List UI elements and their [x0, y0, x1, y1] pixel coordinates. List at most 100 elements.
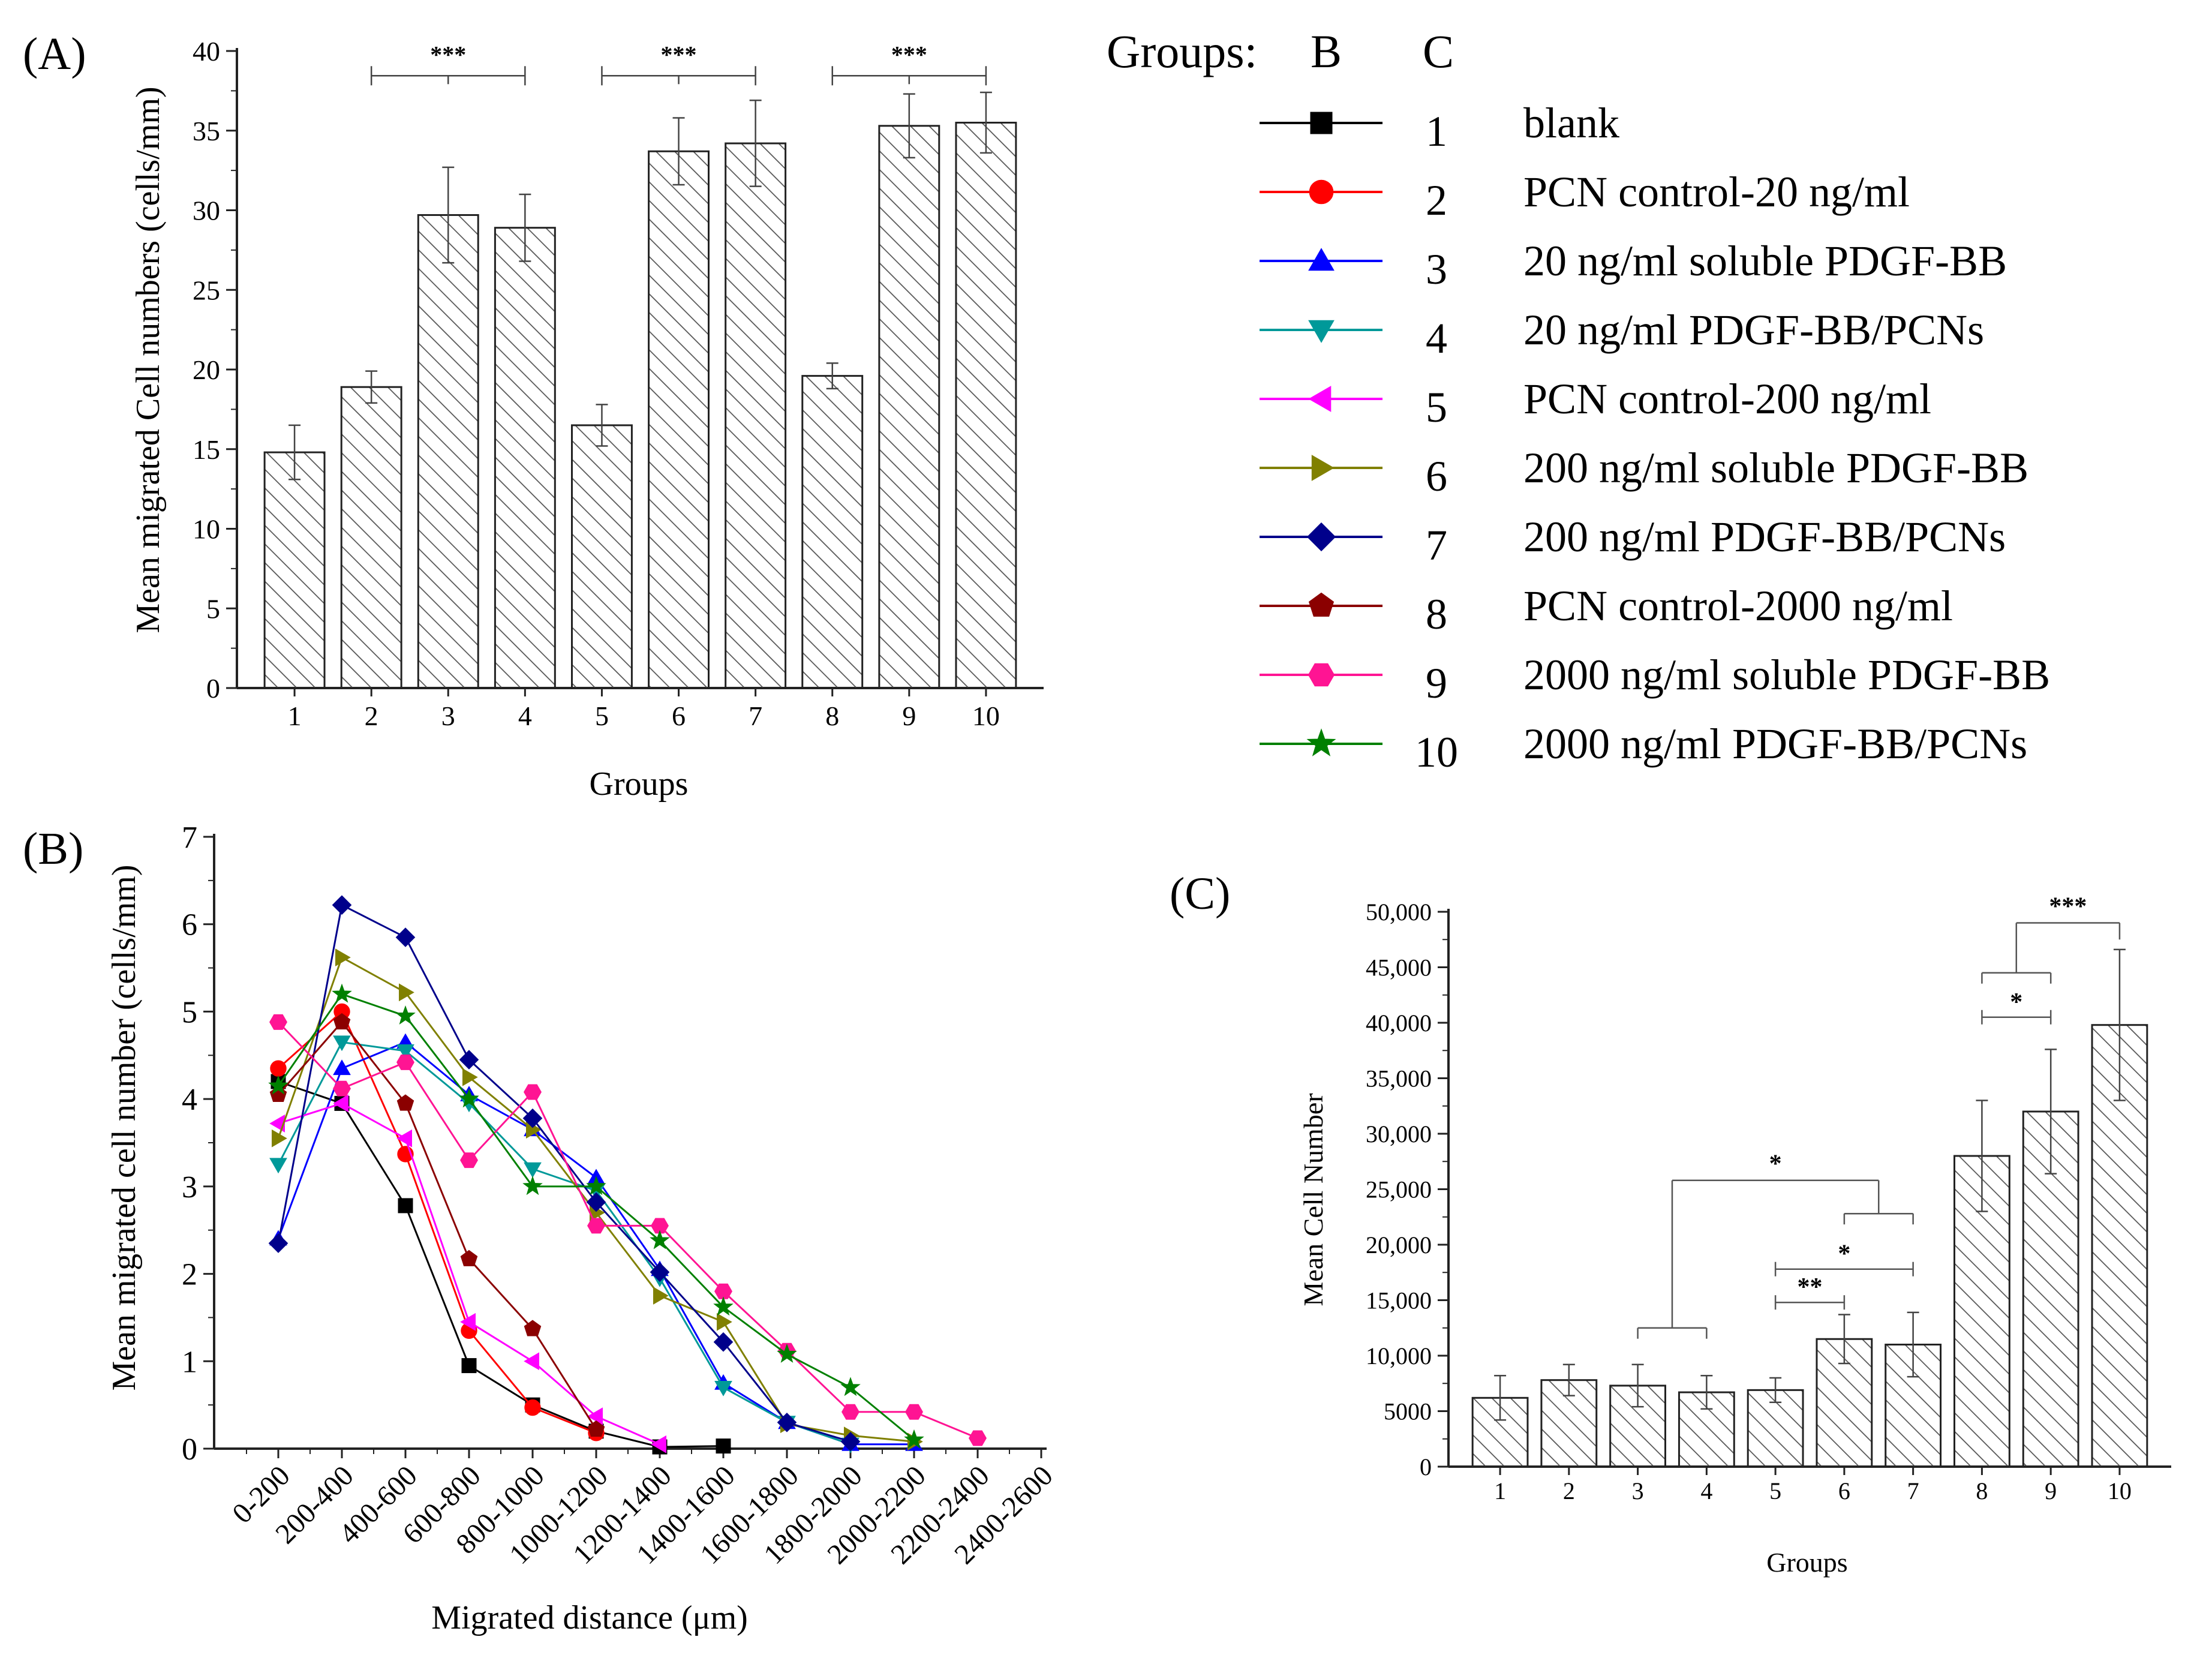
bar-group-2: [340, 386, 402, 689]
y-tick-label: 5: [206, 593, 220, 624]
legend-label: 20 ng/ml soluble PDGF-BB: [1523, 237, 2007, 285]
data-point-series-6: [717, 1312, 732, 1331]
panel-b-line-chart: (B) 012345670-200200-400400-600600-80080…: [23, 821, 1059, 1636]
x-tick-label: 4: [1700, 1477, 1712, 1504]
data-point-series-4: [396, 1044, 414, 1060]
y-tick-label: 0: [182, 1432, 197, 1467]
x-tick-label: 8: [825, 701, 839, 731]
y-tick-label: 50,000: [1366, 899, 1432, 926]
x-tick-label: 1: [288, 701, 302, 731]
data-point-series-5: [396, 1129, 412, 1148]
data-point-series-8: [524, 1320, 542, 1336]
x-tick-label: 2: [365, 701, 378, 731]
bar-group-6: [648, 150, 710, 689]
data-point-series-4: [714, 1381, 732, 1396]
data-point-series-4: [524, 1162, 542, 1178]
legend-column-b: B: [1311, 25, 1342, 77]
significance-label: *: [2010, 989, 2022, 1016]
significance-label: ***: [661, 41, 697, 68]
series-line-1: [278, 1080, 724, 1448]
data-point-series-5: [269, 1115, 285, 1133]
legend-marker-9: [1308, 663, 1335, 687]
data-point-series-9: [333, 1080, 351, 1097]
legend-marker-5: [1308, 386, 1332, 412]
data-point-series-4: [333, 1035, 351, 1052]
panel-b-plot-area: 012345670-200200-400400-600600-800800-10…: [182, 821, 1059, 1570]
panel-a-y-axis-label: Mean migrated Cell numbers (cells/mm): [130, 86, 167, 633]
y-tick-label: 10,000: [1366, 1342, 1432, 1369]
data-point-series-2: [270, 1060, 287, 1077]
data-point-series-7: [777, 1412, 797, 1432]
x-tick-label: 3: [441, 701, 455, 731]
data-point-series-10: [713, 1296, 734, 1316]
bar-group-4: [494, 227, 556, 689]
data-point-series-10: [904, 1429, 924, 1449]
data-point-series-6: [272, 1129, 287, 1148]
x-tick-label: 9: [902, 701, 916, 731]
y-tick-label: 1: [182, 1345, 197, 1379]
data-point-series-10: [586, 1176, 606, 1196]
panel-b-y-axis-label: Mean migrated cell number (cells/mm): [106, 864, 143, 1390]
data-point-series-10: [777, 1343, 797, 1363]
data-point-series-4: [269, 1158, 287, 1174]
x-tick-label: 8: [1976, 1477, 1988, 1504]
panel-c-x-axis-label: Groups: [1766, 1547, 1847, 1578]
legend-label: 20 ng/ml PDGF-BB/PCNs: [1523, 306, 1984, 354]
data-point-series-7: [522, 1108, 543, 1128]
legend-title: Groups:: [1107, 25, 1257, 77]
y-tick-label: 40: [193, 36, 220, 67]
bar-group-10: [955, 121, 1017, 689]
y-tick-label: 20: [193, 355, 220, 385]
data-point-series-7: [650, 1262, 670, 1282]
legend: Groups: B C 1 blank 2 PCN control-20 ng/ml 3…: [1107, 25, 2050, 776]
data-point-series-7: [268, 1233, 288, 1253]
legend-marker-8: [1308, 592, 1335, 617]
y-tick-label: 7: [182, 821, 197, 855]
y-tick-label: 25,000: [1366, 1176, 1432, 1203]
x-tick-label: 3: [1632, 1477, 1644, 1504]
data-point-series-9: [651, 1218, 669, 1234]
data-point-series-9: [396, 1055, 414, 1070]
bar-group-7: [725, 142, 787, 689]
y-tick-label: 3: [182, 1170, 197, 1205]
data-point-series-9: [969, 1430, 987, 1446]
x-tick-label: 7: [749, 701, 762, 731]
significance-label: *: [1769, 1151, 1782, 1178]
data-point-series-7: [459, 1050, 479, 1070]
series-line-9: [277, 1021, 978, 1439]
series-line-8: [277, 1020, 597, 1430]
data-point-series-10: [522, 1176, 543, 1196]
panel-a-label: (A): [23, 29, 86, 79]
data-point-series-8: [460, 1250, 478, 1266]
data-point-series-5: [460, 1312, 476, 1331]
legend-label: 200 ng/ml soluble PDGF-BB: [1523, 444, 2028, 492]
y-tick-label: 25: [193, 275, 220, 305]
x-tick-label: 2: [1563, 1477, 1575, 1504]
data-point-series-7: [395, 927, 416, 947]
data-point-series-9: [841, 1404, 859, 1420]
data-point-series-9: [714, 1283, 732, 1299]
x-tick-label: 10: [2108, 1477, 2132, 1504]
legend-marker-1: [1310, 112, 1333, 134]
bar-group-1: [263, 451, 326, 689]
significance-label: ***: [430, 41, 466, 68]
legend-number: 5: [1426, 383, 1447, 431]
data-point-series-8: [396, 1094, 414, 1111]
panel-c-label: (C): [1170, 869, 1230, 919]
data-point-series-9: [905, 1404, 923, 1420]
legend-label: PCN control-200 ng/ml: [1523, 375, 1931, 423]
x-tick-label: 5: [1769, 1477, 1781, 1504]
legend-marker-10: [1306, 728, 1336, 756]
panel-a-bar-chart: (A) 0 5 10 15 20 25 30 35 40 1 2 3 4 5 6 7 8 9 10 *** *** ***…: [23, 29, 1044, 803]
y-tick-label: 5: [182, 995, 197, 1029]
y-tick-label: 10: [193, 514, 220, 545]
series-line-3: [277, 1041, 914, 1446]
data-point-series-10: [332, 983, 352, 1003]
x-tick-label: 10: [972, 701, 1000, 731]
data-point-series-1: [716, 1438, 731, 1454]
y-tick-label: 30: [193, 196, 220, 226]
legend-label: PCN control-20 ng/ml: [1523, 168, 1910, 216]
y-tick-label: 45,000: [1366, 954, 1432, 981]
legend-label: PCN control-2000 ng/ml: [1523, 582, 1953, 630]
